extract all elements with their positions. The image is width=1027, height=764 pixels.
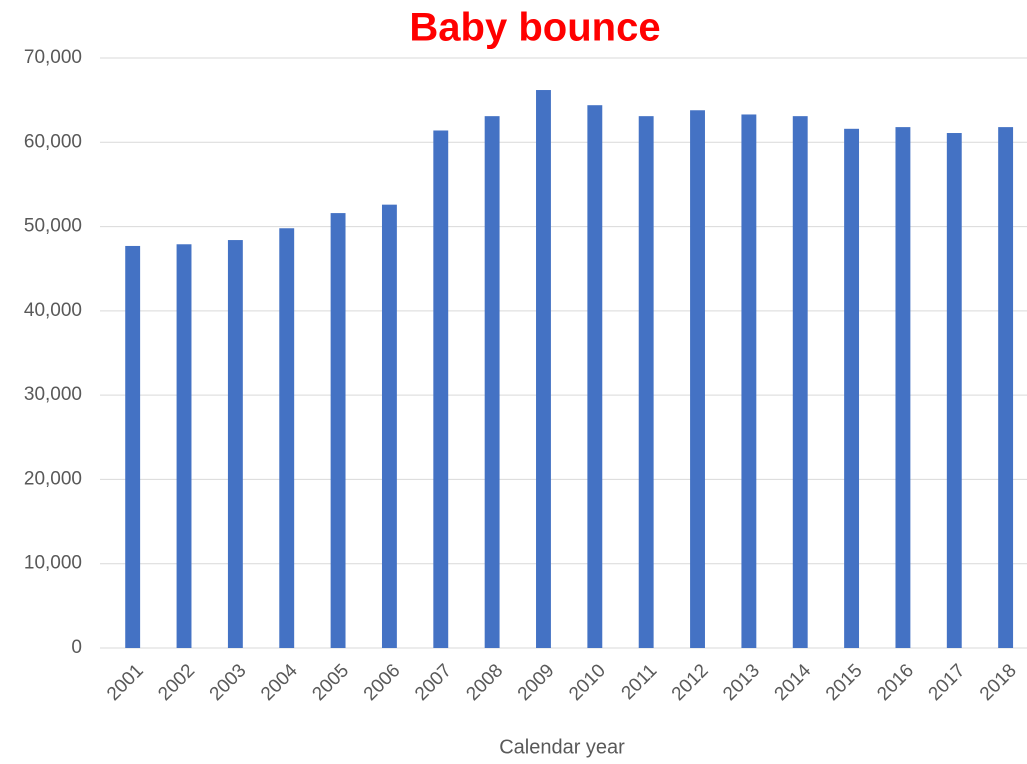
bar [227, 240, 243, 649]
y-tick-label: 10,000 [24, 553, 82, 574]
bar [792, 116, 808, 648]
bar [381, 204, 397, 648]
bar [741, 114, 757, 648]
y-tick-label: 50,000 [24, 216, 82, 237]
y-tick-label: 60,000 [24, 131, 82, 152]
bar [638, 116, 654, 648]
x-tick-label: 2014 [771, 660, 816, 705]
x-tick-label: 2007 [411, 660, 456, 705]
x-tick-label: 2017 [925, 660, 970, 705]
bar [946, 133, 962, 648]
bar [895, 127, 911, 649]
bar [330, 213, 346, 649]
x-tick-label: 2010 [565, 660, 610, 705]
bar [176, 244, 192, 648]
bar [279, 228, 295, 648]
x-tick-label: 2018 [976, 660, 1021, 705]
bar [587, 105, 603, 648]
x-tick-label: 2004 [257, 660, 302, 705]
y-tick-label: 70,000 [24, 47, 82, 68]
x-tick-label: 2015 [822, 660, 867, 705]
x-tick-label: 2001 [103, 660, 148, 705]
x-tick-label: 2009 [514, 660, 559, 705]
bar [433, 130, 449, 648]
y-tick-label: 40,000 [24, 300, 82, 321]
bar [484, 116, 500, 648]
x-tick-label: 2012 [668, 660, 713, 705]
y-tick-label: 0 [71, 637, 82, 658]
y-tick-label: 20,000 [24, 468, 82, 489]
bar [844, 128, 860, 649]
x-tick-label: 2005 [308, 660, 353, 705]
chart-title: Baby bounce [409, 6, 660, 50]
bar [536, 90, 551, 649]
x-tick-label: 2013 [719, 660, 764, 705]
y-tick-label: 30,000 [24, 384, 82, 405]
bar [690, 110, 705, 648]
x-tick-label: 2008 [462, 660, 507, 705]
bar [125, 245, 141, 648]
x-tick-label: 2016 [873, 660, 918, 705]
bar [998, 127, 1014, 649]
x-tick-label: 2006 [360, 660, 405, 705]
x-axis-label: Calendar year [499, 736, 625, 758]
x-tick-label: 2011 [618, 660, 662, 704]
x-tick-label: 2003 [206, 660, 251, 705]
x-tick-label: 2002 [154, 660, 199, 705]
